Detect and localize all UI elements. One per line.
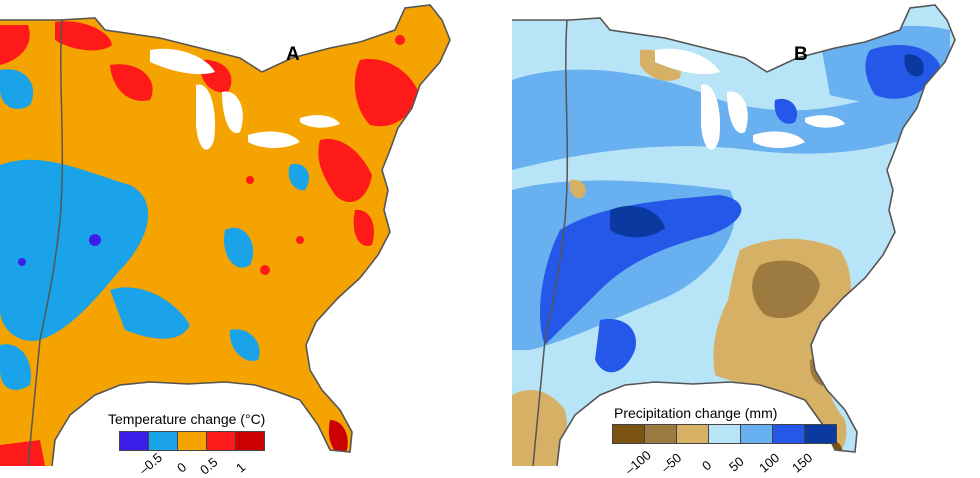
precip-swatch-3	[676, 424, 709, 444]
temp-swatch-4	[206, 431, 236, 451]
precipitation-panel: B Precipitation change (mm) –100 –50 0 5…	[490, 0, 980, 477]
temp-swatch-3	[177, 431, 207, 451]
panel-b-label: B	[794, 44, 808, 65]
precip-swatch-2	[644, 424, 677, 444]
temperature-panel: A Temperature change (°C) –0.5 0 0.5 1	[0, 0, 490, 477]
temp-swatch-1	[119, 431, 149, 451]
temperature-map	[0, 4, 451, 467]
temp-swatch-2	[148, 431, 178, 451]
precip-swatch-7	[804, 424, 837, 444]
precipitation-legend-title: Precipitation change (mm)	[614, 405, 778, 421]
precip-swatch-1	[612, 424, 645, 444]
temperature-legend-title: Temperature change (°C)	[108, 411, 266, 427]
precip-swatch-5	[740, 424, 773, 444]
temp-swatch-5	[235, 431, 265, 451]
precip-swatch-6	[772, 424, 805, 444]
precip-swatch-4	[708, 424, 741, 444]
panel-a-label: A	[286, 44, 300, 65]
precipitation-map	[512, 4, 956, 467]
